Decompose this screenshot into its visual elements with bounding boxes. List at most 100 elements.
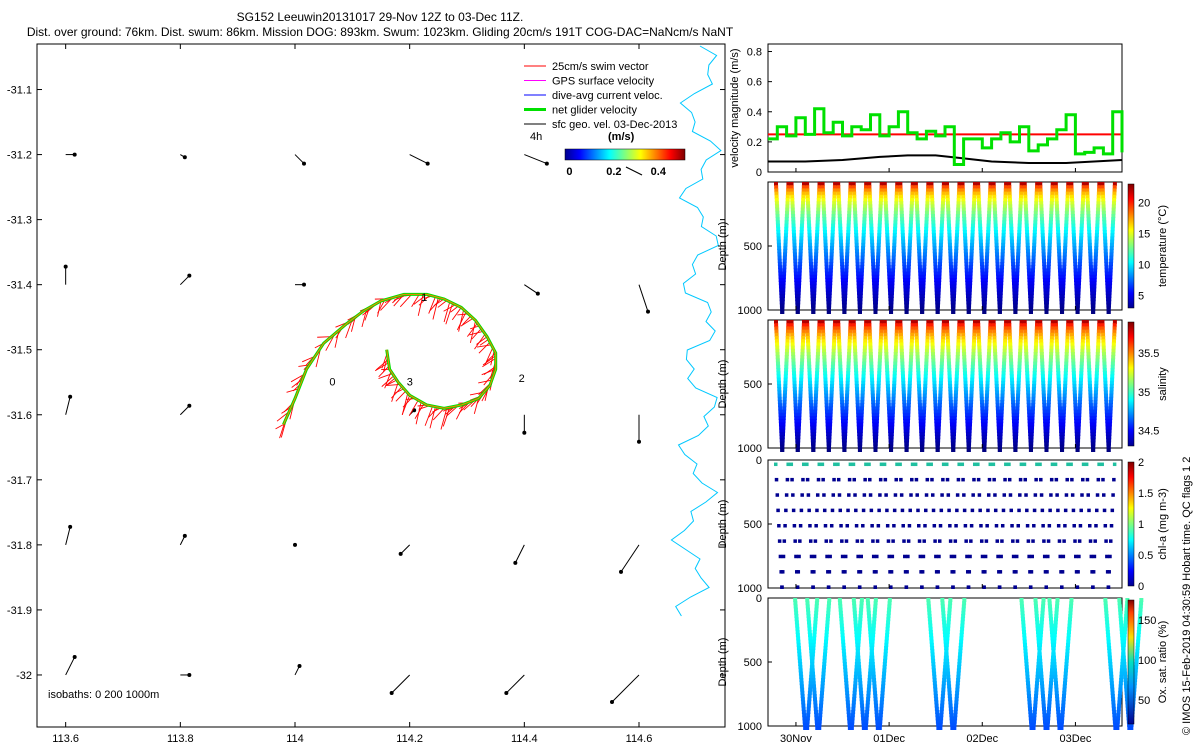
profile-point (904, 444, 909, 449)
profile-point (1039, 620, 1044, 625)
profile-point (977, 345, 982, 350)
profile-point (938, 249, 943, 254)
profile-point (1045, 570, 1049, 574)
profile-point (1029, 290, 1034, 295)
profile-point (986, 508, 990, 513)
profile-point (963, 384, 968, 388)
profile-point (827, 303, 832, 308)
profile-point (797, 403, 802, 408)
profile-point (777, 246, 782, 250)
profile-point (792, 246, 797, 250)
profile-point (1008, 339, 1013, 344)
profile-point (1041, 380, 1046, 385)
profile-point (827, 435, 832, 440)
profile-point (1101, 348, 1106, 353)
profile-point (991, 462, 996, 467)
profile-point (797, 271, 802, 276)
profile-point (1103, 249, 1108, 254)
profile-point (875, 271, 880, 276)
current-vector (400, 544, 411, 555)
profile-point (981, 422, 986, 427)
profile-point (791, 364, 796, 369)
profile-point (786, 188, 791, 193)
profile-point (893, 223, 898, 228)
profile-point (926, 326, 931, 331)
profile-point (822, 217, 827, 222)
profile-point (869, 649, 874, 654)
profile-point (798, 258, 803, 263)
profile-point (965, 419, 970, 424)
profile-point (1096, 191, 1101, 196)
profile-point (1000, 384, 1005, 388)
profile-point (930, 198, 935, 202)
profile-point (857, 626, 862, 631)
profile-point (1092, 416, 1097, 420)
profile-point (1109, 255, 1114, 260)
profile-point (813, 268, 818, 273)
profile-point (865, 710, 870, 714)
profile-point (774, 201, 779, 206)
profile-point (811, 642, 816, 647)
profile-point (815, 508, 819, 513)
profile-point (915, 345, 920, 350)
profile-point (832, 185, 837, 190)
profile-point (1047, 377, 1052, 382)
profile-point (1088, 262, 1093, 266)
profile-point (783, 246, 788, 250)
profile-point (876, 380, 881, 385)
profile-point (998, 444, 1003, 449)
profile-point (806, 713, 811, 718)
profile-point (840, 633, 845, 638)
profile-point (822, 655, 827, 660)
profile-point (867, 329, 872, 334)
profile-point (907, 258, 912, 263)
profile-point (861, 371, 866, 376)
profile-point (1070, 342, 1075, 347)
profile-point (839, 258, 844, 263)
track-marker-label: 0 (329, 377, 335, 389)
profile-point (941, 610, 946, 615)
profile-point (852, 329, 857, 334)
profile-point (1112, 191, 1117, 196)
profile-point (908, 220, 913, 225)
profile-point (1102, 226, 1107, 231)
profile-point (849, 726, 854, 730)
profile-point (1095, 226, 1100, 231)
profile-point (827, 441, 832, 446)
profile-point (915, 355, 920, 360)
profile-point (992, 191, 997, 196)
profile-point (1043, 425, 1048, 430)
profile-point (945, 194, 950, 199)
track-marker-label: 1 (421, 292, 427, 304)
profile-point (813, 617, 818, 622)
profile-point (987, 194, 992, 199)
profile-point (1030, 422, 1035, 427)
profile-point (1076, 438, 1081, 443)
profile-point (793, 403, 798, 408)
profile-point (882, 462, 887, 467)
profile-point (796, 639, 801, 644)
profile-point (909, 339, 914, 344)
profile-point (1110, 508, 1115, 513)
profile-point (875, 400, 880, 404)
track-marker-label: 2 (519, 373, 525, 385)
profile-point (1081, 188, 1086, 193)
profile-point (860, 249, 865, 254)
profile-point (924, 348, 929, 353)
profile-point (934, 278, 939, 282)
profile-point (862, 345, 867, 350)
profile-point (1079, 236, 1084, 241)
profile-point (792, 377, 797, 382)
profile-point (1027, 694, 1032, 698)
profile-point (1056, 371, 1061, 376)
profile-point (948, 524, 952, 528)
profile-point (1045, 425, 1050, 430)
profile-point (828, 281, 833, 286)
profile-point (850, 716, 855, 721)
profile-point (932, 236, 937, 241)
profile-point (898, 182, 903, 186)
profile-point (783, 252, 788, 257)
profile-point (876, 239, 881, 244)
profile-point (791, 361, 796, 366)
profile-point (902, 271, 907, 276)
